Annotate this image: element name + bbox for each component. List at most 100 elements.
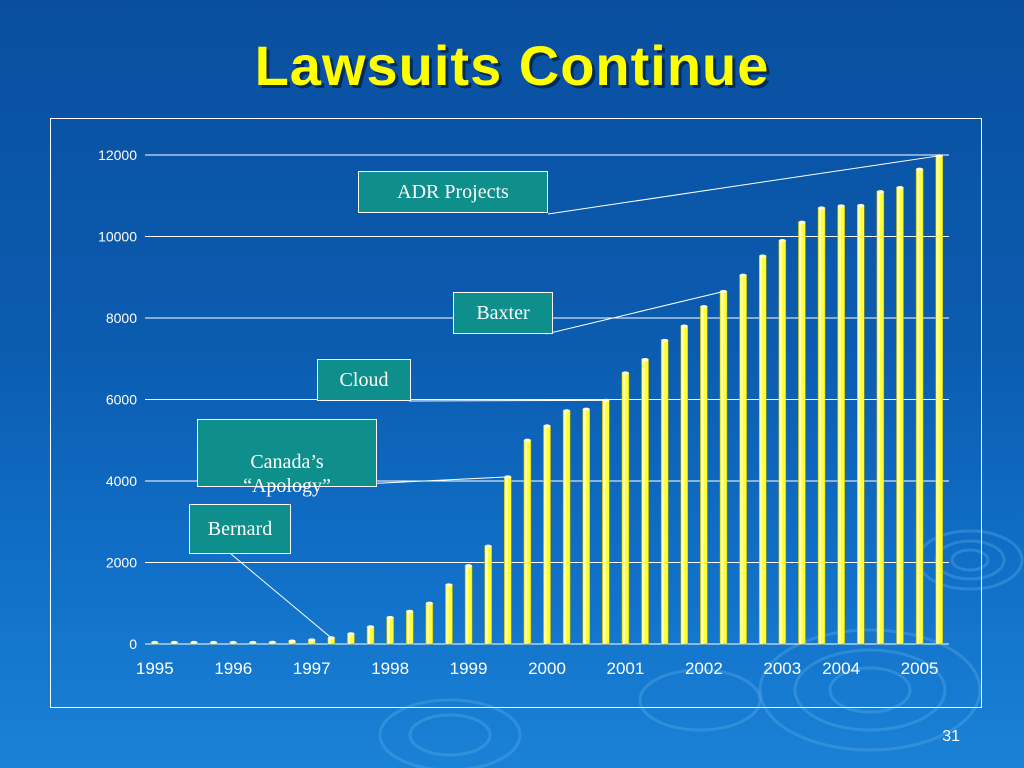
chart-frame: 0 2000 4000 6000 8000 10000 12000 1995 1996 1997 1…	[50, 118, 982, 708]
bar-highlight	[642, 359, 645, 644]
bar-highlight	[799, 222, 802, 645]
bar-highlight	[819, 207, 822, 644]
y-tick-label: 8000	[106, 310, 137, 326]
bar-highlight	[662, 340, 665, 644]
y-tick-label: 0	[129, 636, 137, 652]
callout-cloud: Cloud	[317, 359, 411, 401]
bar-top	[190, 640, 198, 645]
bar-highlight	[309, 639, 312, 644]
bar-top	[876, 190, 884, 194]
bar-highlight	[407, 611, 410, 644]
y-tick-label: 4000	[106, 473, 137, 489]
bar-top	[406, 609, 414, 613]
bar-highlight	[838, 205, 841, 644]
callout-leader-line	[547, 155, 940, 215]
bar-highlight	[446, 584, 449, 644]
callout-bernard-label: Bernard	[207, 518, 273, 540]
bar-highlight	[426, 603, 429, 644]
bar-highlight	[328, 637, 331, 644]
callout-canada-apology: Canada’s “Apology”	[197, 419, 377, 497]
bar-top	[582, 407, 590, 411]
bar-highlight	[583, 409, 586, 644]
x-tick-label: 2004	[822, 659, 860, 678]
bar-top	[563, 409, 571, 413]
callout-cloud-label: Cloud	[339, 369, 389, 391]
x-tick-label: 1997	[293, 659, 331, 678]
bar-top	[170, 640, 178, 645]
bar-highlight	[701, 306, 704, 644]
bar-top	[837, 204, 845, 208]
y-tick-label: 6000	[106, 392, 137, 408]
bar-highlight	[348, 633, 351, 644]
x-tick-label: 1996	[214, 659, 252, 678]
slide-title: Lawsuits Continue	[254, 34, 770, 97]
callout-bernard: Bernard	[189, 504, 291, 554]
bar-top	[543, 424, 551, 428]
bar-top	[445, 583, 453, 587]
bar-highlight	[368, 626, 371, 644]
x-tick-label: 1995	[136, 659, 174, 678]
slide-number: 31	[942, 728, 960, 745]
bar-top	[386, 615, 394, 620]
bar-highlight	[622, 373, 625, 644]
callout-baxter: Baxter	[453, 292, 553, 334]
callout-canada-apology-label: Canada’s “Apology”	[243, 451, 331, 497]
bar-top	[484, 544, 492, 548]
bar-top	[249, 640, 257, 645]
bar-highlight	[720, 291, 723, 644]
bar-top	[465, 564, 473, 568]
x-tick-label: 2002	[685, 659, 723, 678]
bar-highlight	[564, 410, 567, 644]
bar-highlight	[760, 256, 763, 644]
bar-highlight	[505, 476, 508, 644]
bar-top	[367, 625, 375, 629]
bar-highlight	[544, 425, 547, 644]
bar-highlight	[681, 326, 684, 644]
bar-highlight	[917, 169, 920, 644]
bar-highlight	[387, 617, 390, 644]
bar-top	[425, 601, 433, 605]
x-tick-label: 2003	[763, 659, 801, 678]
bar-top	[759, 254, 767, 258]
bar-top	[700, 304, 708, 309]
bar-top	[347, 632, 355, 636]
bar-highlight	[740, 275, 743, 644]
bar-top	[896, 186, 904, 190]
bar-top	[719, 289, 727, 294]
bar-top	[661, 338, 669, 343]
bar-top	[916, 167, 924, 171]
x-tick-label: 1998	[371, 659, 409, 678]
bar-top	[327, 636, 335, 640]
bar-top	[210, 640, 218, 645]
y-tick-label: 12000	[98, 147, 137, 163]
bar-highlight	[779, 240, 782, 644]
bar-top	[621, 371, 629, 375]
bar-highlight	[897, 187, 900, 644]
bar-top	[739, 273, 747, 277]
bar-highlight	[877, 191, 880, 645]
bar-highlight	[858, 205, 861, 644]
bar-top	[229, 640, 237, 645]
bar-highlight	[603, 400, 606, 644]
callout-leader-line	[545, 291, 724, 335]
bar-highlight	[466, 565, 469, 644]
y-tick-label: 10000	[98, 229, 137, 245]
bar-highlight	[524, 440, 527, 644]
bar-top	[308, 638, 316, 642]
x-tick-label: 2000	[528, 659, 566, 678]
callout-adr-projects: ADR Projects	[358, 171, 548, 213]
x-tick-label: 1999	[450, 659, 488, 678]
bar-top	[288, 639, 296, 643]
bar-chart: 0 2000 4000 6000 8000 10000 12000 1995 1996 1997 1…	[98, 147, 949, 678]
callout-leader-line	[230, 553, 332, 639]
bar-top	[268, 640, 276, 644]
bar-highlight	[936, 155, 939, 644]
bar-top	[818, 206, 826, 210]
bar-top	[151, 640, 159, 645]
bar-highlight	[485, 546, 488, 644]
bar-top	[641, 357, 649, 362]
bar-top	[523, 438, 531, 442]
bar-top	[778, 238, 786, 243]
callout-baxter-label: Baxter	[476, 302, 530, 324]
y-tick-label: 2000	[106, 555, 137, 571]
